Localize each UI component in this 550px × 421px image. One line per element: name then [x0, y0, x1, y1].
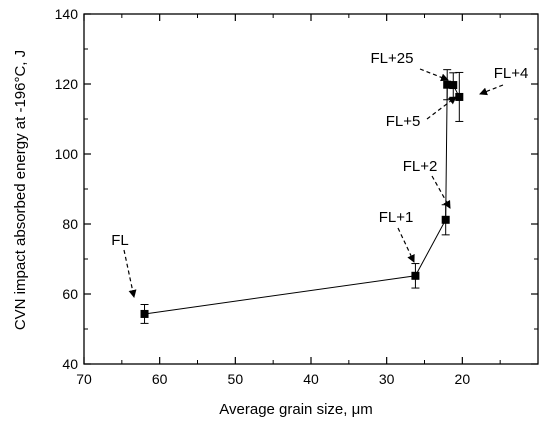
data-point	[455, 92, 464, 101]
x-tick-label: 20	[455, 371, 471, 387]
y-tick-label: 80	[62, 216, 78, 232]
point-label: FL+1	[379, 209, 414, 226]
point-label: FL+25	[371, 50, 414, 67]
annotations: FL FL+1 FL+2 FL+25 FL+5 FL+4	[111, 50, 529, 298]
x-tick-label: 60	[152, 371, 168, 387]
data-point	[449, 81, 458, 90]
y-tick-label: 140	[55, 6, 79, 22]
annotation-arrow	[431, 175, 451, 209]
error-bars	[140, 69, 464, 324]
plot-frame	[83, 13, 539, 365]
point-label: FL+2	[403, 158, 438, 175]
annotation-arrow	[123, 249, 137, 298]
axes: 70 60 50 40 30 20 40 60 80 100 120 140	[55, 6, 539, 387]
annotation-arrow	[479, 84, 504, 96]
point-label: FL+5	[386, 113, 421, 130]
point-label: FL+4	[494, 65, 529, 82]
y-tick-label: 40	[62, 356, 78, 372]
x-tick-label: 30	[379, 371, 395, 387]
data-point	[411, 271, 420, 280]
data-point	[441, 215, 450, 224]
annotation-arrow	[419, 68, 449, 82]
data-points	[140, 80, 464, 318]
annotation-arrow	[426, 96, 457, 120]
y-tick-label: 60	[62, 286, 78, 302]
x-tick-label: 50	[228, 371, 244, 387]
x-axis-title: Average grain size, μm	[219, 401, 372, 418]
annotation-arrow	[397, 227, 415, 263]
x-tick-label: 70	[76, 371, 92, 387]
y-tick-label: 120	[55, 76, 79, 92]
x-tick-label: 40	[303, 371, 319, 387]
data-point	[140, 309, 149, 318]
y-tick-label: 100	[55, 146, 79, 162]
point-label: FL	[111, 232, 129, 249]
y-axis-title: CVN impact absorbed energy at -196°C, J	[12, 50, 29, 330]
data-point	[443, 80, 452, 89]
